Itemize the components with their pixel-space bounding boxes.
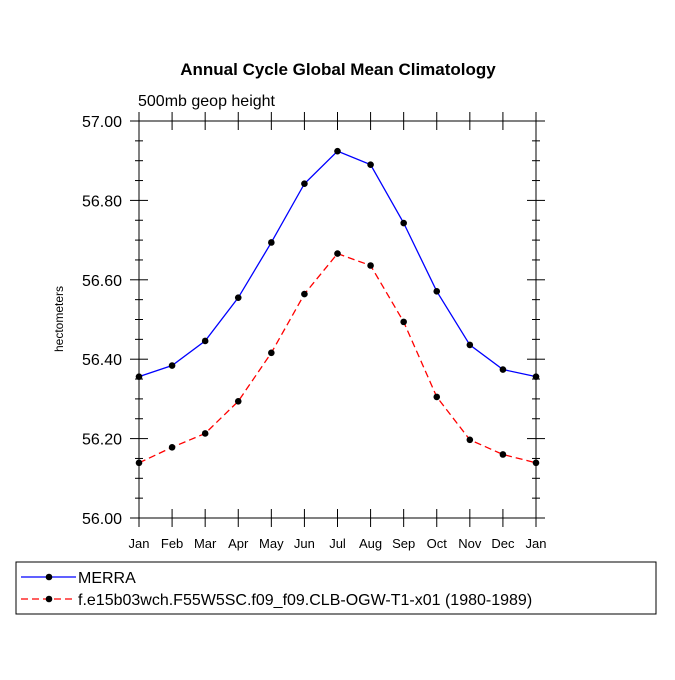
series-2-point	[135, 459, 143, 467]
legend-label-1: MERRA	[78, 570, 136, 587]
x-tick-label: Jan	[129, 536, 150, 551]
series-1-point	[400, 219, 407, 227]
series-line-2	[138, 252, 537, 464]
legend-marker-1	[45, 573, 53, 581]
series-2-point	[367, 262, 374, 269]
series-2-point	[334, 250, 341, 257]
series-1-point	[499, 366, 507, 373]
series-1-point	[433, 288, 441, 295]
series-2-point	[499, 451, 507, 458]
series-1-point	[268, 239, 275, 246]
series-2-point	[168, 444, 176, 451]
y-tick-label: 56.20	[82, 432, 122, 449]
series-1-point	[201, 337, 209, 345]
series-1-point	[334, 147, 341, 155]
y-axis-label: hectometers	[52, 286, 66, 352]
plot-area: 56.00 56.20 56.40 56.60 56.80 57.00 Jan Feb Mar A…	[82, 112, 547, 551]
y-tick-label: 56.80	[82, 193, 122, 210]
series-1-point	[466, 341, 474, 349]
y-tick-label: 56.40	[82, 352, 122, 369]
x-tick-label: May	[259, 536, 284, 551]
series-1-point	[532, 373, 540, 380]
series-2-point	[400, 318, 407, 326]
y-tick-label: 56.00	[82, 511, 122, 528]
legend-box	[15, 561, 657, 615]
series-1-point	[168, 362, 176, 369]
x-tick-label: Sep	[392, 536, 415, 551]
series-2-point	[234, 397, 242, 405]
legend: MERRA f.e15b03wch.F55W5SC.f09_f09.CLB-OGW…	[15, 561, 657, 615]
legend-label-2: f.e15b03wch.F55W5SC.f09_f09.CLB-OGW-T1-x…	[78, 592, 532, 609]
series-2-point	[301, 290, 308, 298]
series-2-point	[433, 393, 441, 401]
chart-title: Annual Cycle Global Mean Climatology	[180, 60, 496, 79]
x-tick-label: Apr	[228, 536, 249, 551]
y-tick-label: 56.60	[82, 273, 122, 290]
chart-subtitle: 500mb geop height	[138, 93, 276, 110]
series-2-point	[201, 430, 209, 437]
series-line-1	[138, 150, 537, 378]
plot-frame	[138, 120, 537, 519]
series-2-point	[532, 459, 540, 467]
x-tick-label: Feb	[161, 536, 183, 551]
x-tick-label: Jan	[526, 536, 547, 551]
series-1-point	[135, 373, 143, 380]
x-tick-label: Mar	[194, 536, 217, 551]
x-tick-label: Oct	[427, 536, 448, 551]
x-tick-label: Jul	[329, 536, 346, 551]
x-tick-label: Nov	[458, 536, 482, 551]
series-1-point	[234, 294, 242, 301]
series-1-point	[367, 161, 374, 168]
x-tick-label: Jun	[294, 536, 315, 551]
series-1-point	[301, 180, 308, 188]
y-tick-label: 57.00	[82, 114, 122, 131]
series-2-point	[268, 349, 275, 357]
x-tick-label: Dec	[491, 536, 515, 551]
x-tick-label: Aug	[359, 536, 382, 551]
legend-marker-2	[45, 595, 53, 603]
series-2-point	[466, 436, 474, 444]
